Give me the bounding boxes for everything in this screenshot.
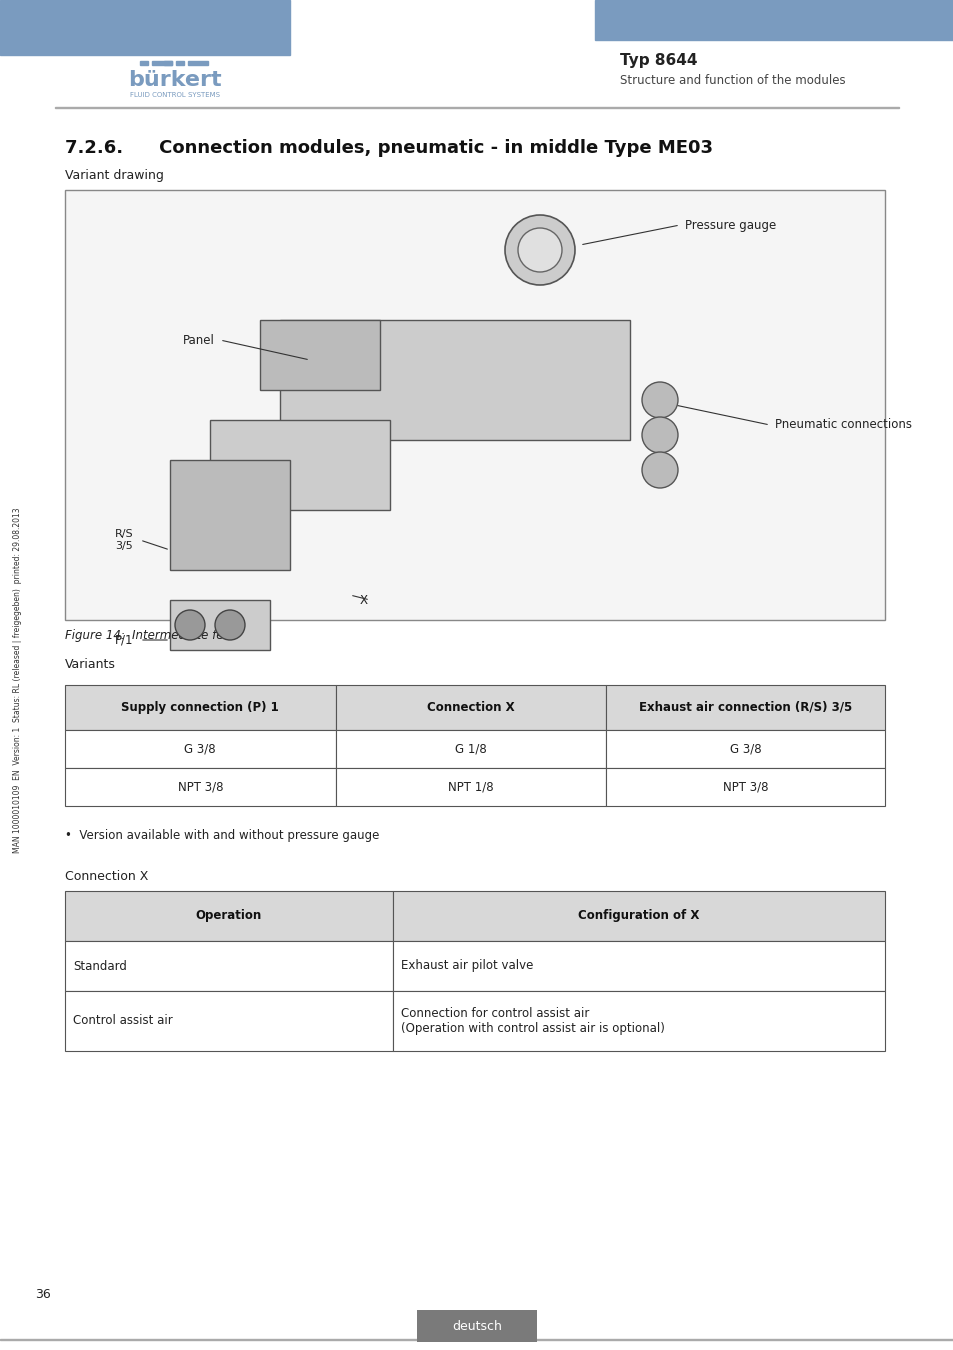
Circle shape [214, 610, 245, 640]
Text: R/S
3/5: R/S 3/5 [115, 529, 133, 551]
Text: FLUID CONTROL SYSTEMS: FLUID CONTROL SYSTEMS [130, 92, 220, 99]
Bar [335, 730, 605, 768]
Text: Variants: Variants [65, 659, 115, 671]
Text: 7.2.6.  Connection modules, pneumatic - in middle Type ME03: 7.2.6. Connection modules, pneumatic - i… [65, 139, 712, 157]
Circle shape [504, 215, 575, 285]
Text: 36: 36 [35, 1288, 51, 1301]
Text: Pneumatic connections: Pneumatic connections [774, 418, 911, 432]
Bar [65, 891, 393, 941]
Text: deutsch: deutsch [452, 1320, 501, 1334]
Text: Standard: Standard [73, 960, 127, 972]
Text: Pressure gauge: Pressure gauge [684, 219, 776, 231]
Bar [175, 61, 184, 65]
Bar [65, 991, 393, 1052]
Bar [335, 768, 605, 806]
Text: Figure 14:   Intermediate feed: Figure 14: Intermediate feed [65, 629, 238, 641]
Bar [65, 684, 335, 730]
Bar [164, 61, 172, 65]
Text: NPT 1/8: NPT 1/8 [448, 780, 494, 794]
Bar [65, 768, 335, 806]
Circle shape [174, 610, 205, 640]
Text: Connection X: Connection X [427, 701, 515, 714]
Text: X: X [359, 594, 368, 606]
Bar [393, 891, 884, 941]
Bar [393, 941, 884, 991]
Text: NPT 3/8: NPT 3/8 [177, 780, 223, 794]
Text: Operation: Operation [195, 910, 262, 922]
Circle shape [641, 452, 678, 487]
Text: •  Version available with and without pressure gauge: • Version available with and without pre… [65, 829, 379, 842]
Text: Control assist air: Control assist air [73, 1014, 172, 1027]
Text: G 1/8: G 1/8 [455, 743, 486, 756]
Text: P/1: P/1 [115, 633, 133, 647]
Bar [605, 684, 884, 730]
Bar [335, 684, 605, 730]
Text: Panel: Panel [183, 333, 214, 347]
Text: Connection for control assist air
(Operation with control assist air is optional: Connection for control assist air (Opera… [400, 1007, 664, 1035]
Text: Variant drawing: Variant drawing [65, 169, 164, 181]
Circle shape [517, 228, 561, 271]
Bar [170, 599, 270, 649]
Bar [280, 320, 629, 440]
Text: G 3/8: G 3/8 [729, 743, 760, 756]
Bar [605, 768, 884, 806]
Bar [188, 61, 208, 65]
Bar [65, 190, 884, 620]
Text: G 3/8: G 3/8 [184, 743, 216, 756]
Bar [170, 460, 290, 570]
Text: Connection X: Connection X [65, 869, 149, 883]
Bar [0, 0, 290, 55]
Bar [393, 991, 884, 1052]
Bar [210, 420, 390, 510]
Text: Exhaust air pilot valve: Exhaust air pilot valve [400, 960, 533, 972]
Text: Configuration of X: Configuration of X [578, 910, 699, 922]
Text: Typ 8644: Typ 8644 [619, 53, 697, 68]
Bar [260, 320, 379, 390]
Circle shape [641, 417, 678, 454]
Bar [605, 730, 884, 768]
Text: MAN 1000010109  EN  Version: 1  Status: RL (released | freigegeben)  printed: 29: MAN 1000010109 EN Version: 1 Status: RL … [13, 508, 23, 853]
Text: Supply connection (P) 1: Supply connection (P) 1 [121, 701, 279, 714]
Bar [152, 61, 172, 65]
Bar [140, 61, 148, 65]
Text: bürkert: bürkert [128, 70, 222, 90]
Bar [65, 730, 335, 768]
Text: Structure and function of the modules: Structure and function of the modules [619, 73, 844, 86]
Circle shape [641, 382, 678, 418]
Text: Exhaust air connection (R/S) 3/5: Exhaust air connection (R/S) 3/5 [639, 701, 851, 714]
Bar [65, 941, 393, 991]
Bar [595, 0, 953, 40]
Bar [416, 1310, 537, 1342]
Text: NPT 3/8: NPT 3/8 [722, 780, 767, 794]
